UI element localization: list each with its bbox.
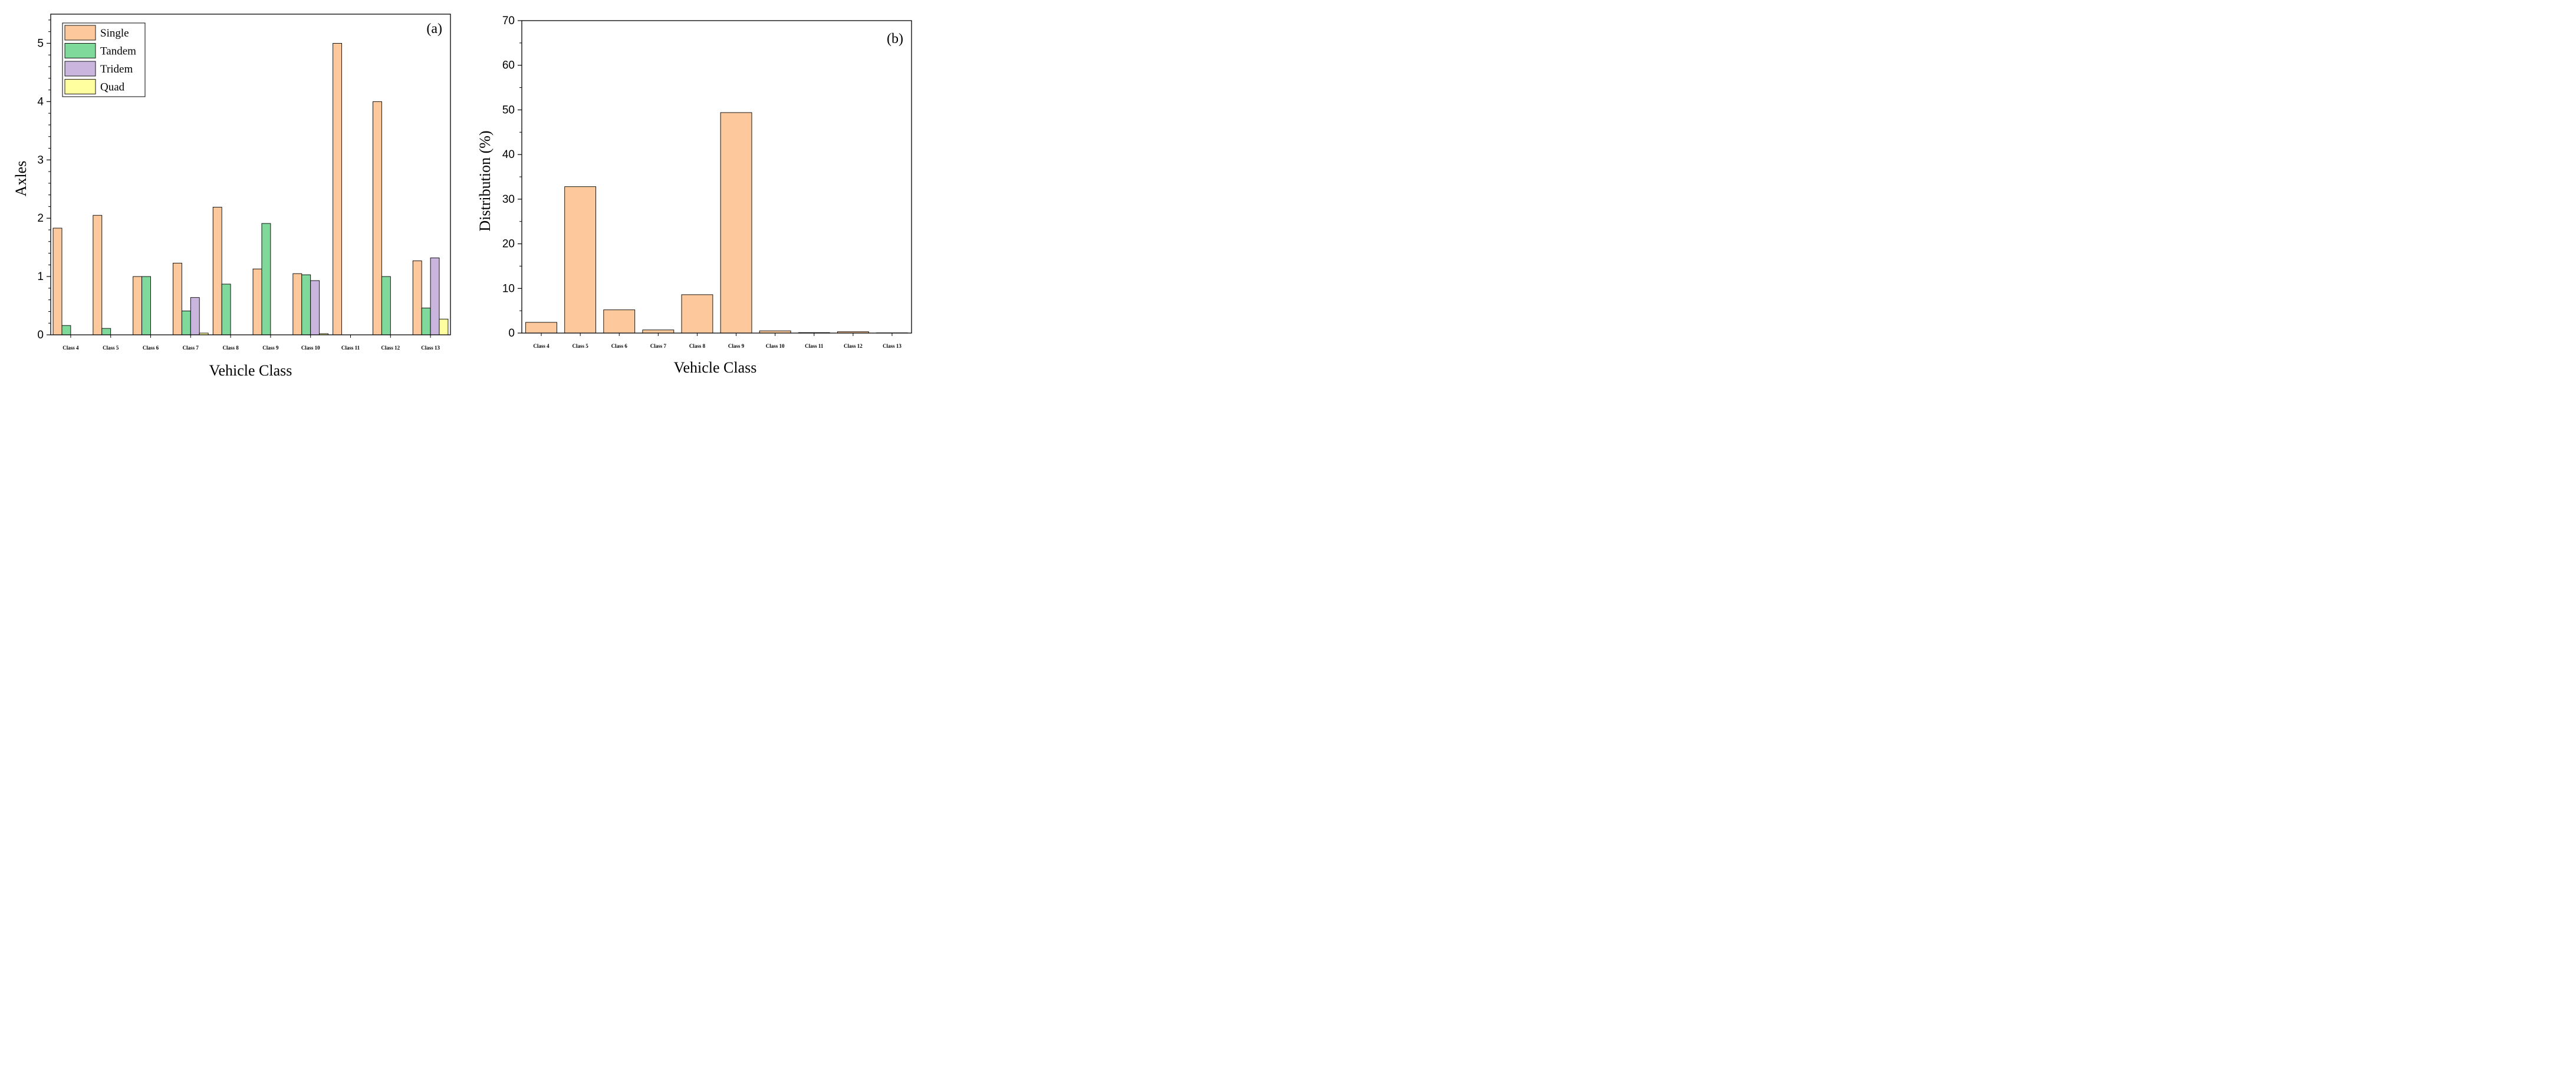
y-tick-label: 40 <box>502 149 515 161</box>
legend-swatch-tridem <box>64 61 96 77</box>
panel-b-y-axis-title: Distribution (%) <box>476 130 494 231</box>
bar-tandem-class-10 <box>301 274 311 335</box>
panel-a-y-axis: 0 1 2 3 4 5 <box>37 19 51 341</box>
bar-tandem-class-6 <box>142 276 151 335</box>
bar-tridem-class-10 <box>310 280 320 335</box>
y-tick-label: 60 <box>502 60 515 72</box>
x-tick-label-class-12: Class 12 <box>381 345 400 351</box>
x-tick-label-class-13: Class 13 <box>883 343 902 349</box>
panel-a-plot-frame <box>50 14 451 335</box>
bar-single-class-11 <box>333 42 343 335</box>
y-tick-label: 1 <box>37 271 44 283</box>
bar-single-class-12 <box>373 101 382 335</box>
panel-b-y-axis: 0 10 20 30 40 50 60 70 <box>502 15 522 340</box>
bar-distribution-class-6 <box>603 309 636 334</box>
legend-swatch-tandem <box>64 43 96 58</box>
y-tick-label: 0 <box>508 327 515 340</box>
legend-label-quad: Quad <box>100 81 125 94</box>
panel-a-x-axis-title: Vehicle Class <box>209 362 292 379</box>
bar-tandem-class-5 <box>101 328 111 335</box>
bar-tridem-class-7 <box>190 297 200 335</box>
x-tick-label-class-7: Class 7 <box>183 345 199 351</box>
y-tick-label: 70 <box>502 15 515 27</box>
bar-single-class-13 <box>412 260 422 335</box>
bar-single-class-4 <box>52 228 62 335</box>
x-tick-label-class-5: Class 5 <box>573 343 589 349</box>
legend-label-tandem: Tandem <box>100 45 136 58</box>
bar-quad-class-13 <box>439 318 449 335</box>
bar-tandem-class-7 <box>181 311 191 335</box>
bar-tandem-class-9 <box>261 223 271 335</box>
panel-a-legend: Single Tandem Tridem Quad <box>62 22 146 97</box>
bar-tandem-class-4 <box>61 325 71 335</box>
bar-distribution-class-8 <box>681 294 713 334</box>
bar-distribution-class-9 <box>720 112 752 334</box>
x-tick-label-class-4: Class 4 <box>62 345 79 351</box>
panel-b-x-axis: Class 4 Class 5 Class 6 Class 7 Class 8 Class… <box>533 333 902 349</box>
x-tick-label-class-7: Class 7 <box>650 343 667 349</box>
y-tick-label: 5 <box>37 37 44 50</box>
y-tick-label: 20 <box>502 238 515 251</box>
x-tick-label-class-11: Class 11 <box>805 343 824 349</box>
bar-single-class-6 <box>133 276 143 335</box>
panel-a-tag: (a) <box>426 21 442 37</box>
x-tick-label-class-11: Class 11 <box>341 345 360 351</box>
panel-a-y-axis-title: Axles <box>12 161 29 197</box>
bar-tandem-class-12 <box>381 276 391 335</box>
panel-b-bars <box>525 112 908 334</box>
bar-tandem-class-13 <box>421 308 431 335</box>
bar-single-class-5 <box>93 215 103 335</box>
x-tick-label-class-6: Class 6 <box>143 345 159 351</box>
panel-a-x-axis: Class 4 Class 5 Class 6 Class 7 Class 8 Class… <box>62 335 440 351</box>
y-tick-label: 4 <box>37 95 44 108</box>
x-tick-label-class-8: Class 8 <box>689 343 706 349</box>
bar-tridem-class-13 <box>430 257 440 335</box>
bar-distribution-class-7 <box>642 330 675 334</box>
x-tick-label-class-5: Class 5 <box>103 345 119 351</box>
bar-distribution-class-4 <box>525 322 557 334</box>
bar-tandem-class-8 <box>221 284 231 335</box>
x-tick-label-class-4: Class 4 <box>533 343 550 349</box>
x-tick-label-class-6: Class 6 <box>611 343 628 349</box>
bar-single-class-7 <box>173 262 182 335</box>
y-tick-label: 3 <box>37 154 44 166</box>
panel-b-x-axis-title: Vehicle Class <box>674 359 757 376</box>
x-tick-label-class-8: Class 8 <box>222 345 239 351</box>
panel-b-tag: (b) <box>887 31 903 47</box>
legend-label-tridem: Tridem <box>100 63 133 75</box>
y-tick-label: 0 <box>37 329 44 341</box>
panel-a-bars <box>52 42 449 335</box>
bar-single-class-10 <box>292 273 302 335</box>
x-tick-label-class-10: Class 10 <box>766 343 785 349</box>
legend-label-single: Single <box>100 27 129 39</box>
y-tick-label: 10 <box>502 282 515 295</box>
x-tick-label-class-13: Class 13 <box>421 345 440 351</box>
x-tick-label-class-9: Class 9 <box>262 345 279 351</box>
bar-distribution-class-5 <box>564 186 597 334</box>
bar-single-class-9 <box>252 268 262 335</box>
x-tick-label-class-10: Class 10 <box>301 345 320 351</box>
y-tick-label: 2 <box>37 212 44 225</box>
x-tick-label-class-9: Class 9 <box>728 343 745 349</box>
legend-swatch-quad <box>64 79 96 94</box>
legend-swatch-single <box>64 25 96 41</box>
y-tick-label: 30 <box>502 193 515 206</box>
bar-single-class-8 <box>212 206 222 335</box>
y-tick-label: 50 <box>502 104 515 116</box>
x-tick-label-class-12: Class 12 <box>844 343 863 349</box>
